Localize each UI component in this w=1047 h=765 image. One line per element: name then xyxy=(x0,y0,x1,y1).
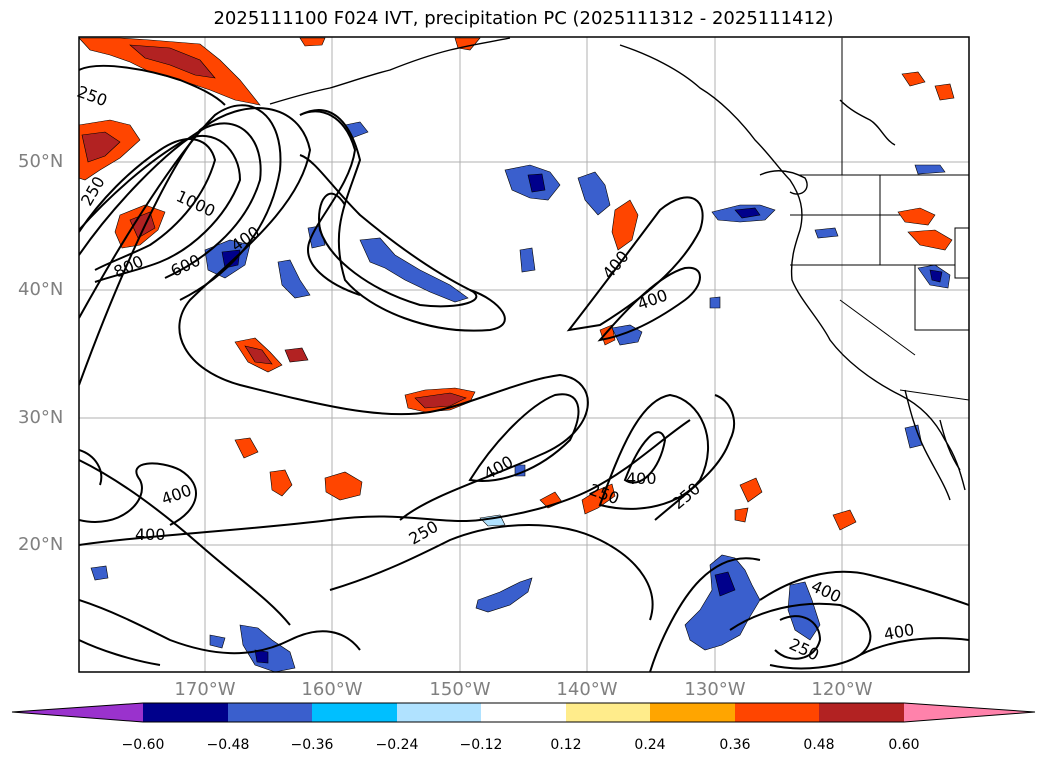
colorbar-extend-left xyxy=(12,703,143,722)
colorbar-tick: −0.24 xyxy=(375,737,419,753)
precip-positive-anomalies xyxy=(79,37,955,531)
map-frame xyxy=(78,36,970,673)
lon-label-130w: 130°W xyxy=(684,679,746,700)
lat-label-20n: 20°N xyxy=(18,534,64,555)
colorbar-segment xyxy=(481,703,566,722)
colorbar-segment xyxy=(397,703,481,722)
lat-label-50n: 50°N xyxy=(18,151,64,172)
graticule xyxy=(79,37,969,672)
colorbar-tick: 0.36 xyxy=(719,737,751,753)
colorbar-outline xyxy=(11,702,1036,723)
colorbar xyxy=(11,702,1036,723)
colorbar-segment xyxy=(312,703,397,722)
colorbar-tick: 0.24 xyxy=(634,737,666,753)
lon-label-120w: 120°W xyxy=(811,679,873,700)
colorbar-segment xyxy=(228,703,312,722)
colorbar-tick: −0.60 xyxy=(121,737,165,753)
lat-label-30n: 30°N xyxy=(18,407,64,428)
colorbar-segment xyxy=(735,703,819,722)
lon-label-170w: 170°W xyxy=(174,679,236,700)
map-title: 2025111100 F024 IVT, precipitation PC (2… xyxy=(213,8,834,29)
lon-label-150w: 150°W xyxy=(429,679,491,700)
colorbar-tick: 0.48 xyxy=(803,737,835,753)
colorbar-segment xyxy=(650,703,735,722)
colorbar-segment xyxy=(143,703,228,722)
precip-negative-anomalies xyxy=(90,121,951,672)
lon-label-160w: 160°W xyxy=(301,679,363,700)
lon-label-140w: 140°W xyxy=(556,679,618,700)
ivt-contours xyxy=(79,64,969,672)
contour-label: 400 xyxy=(626,469,657,488)
contour-label: 400 xyxy=(135,525,166,544)
colorbar-tick: −0.36 xyxy=(290,737,334,753)
colorbar-segment xyxy=(819,703,904,722)
colorbar-tick: −0.48 xyxy=(206,737,250,753)
coastlines xyxy=(269,37,966,501)
colorbar-segment xyxy=(566,703,650,722)
colorbar-tick: −0.12 xyxy=(459,737,503,753)
colorbar-tick: 0.12 xyxy=(550,737,582,753)
political-boundaries xyxy=(790,38,969,401)
colorbar-extend-right xyxy=(904,703,1035,722)
colorbar-tick: 0.60 xyxy=(888,737,920,753)
map-plot-area xyxy=(79,37,969,672)
lat-label-40n: 40°N xyxy=(18,279,64,300)
